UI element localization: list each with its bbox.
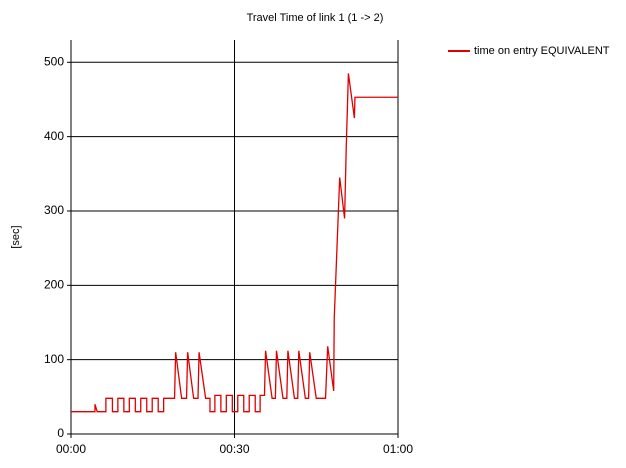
y-tick-label: 500 [44,54,64,68]
legend-label: time on entry EQUIVALENT [474,45,610,57]
data-line [71,73,398,413]
y-tick-label: 300 [44,203,64,217]
x-tick-label: 01:00 [383,442,413,456]
x-tick-label: 00:00 [56,442,86,456]
x-tick-label: 00:30 [219,442,249,456]
chart-title: Travel Time of link 1 (1 -> 2) [247,12,384,24]
y-axis-label: [sec] [10,225,22,248]
y-tick-label: 100 [44,352,64,366]
y-tick-label: 400 [44,129,64,143]
y-tick-label: 0 [57,426,64,440]
y-tick-label: 200 [44,277,64,291]
